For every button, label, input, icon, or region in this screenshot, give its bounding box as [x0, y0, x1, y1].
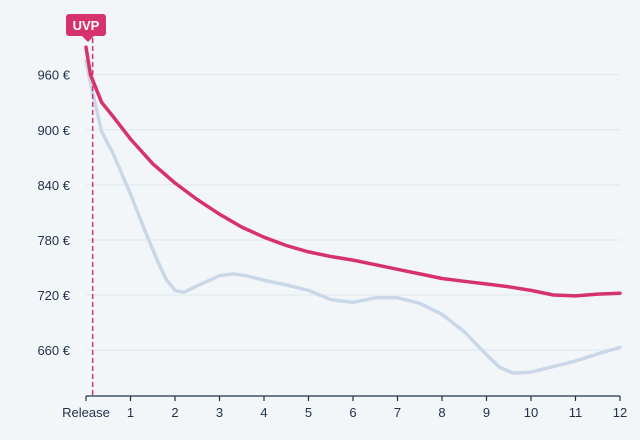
grid [86, 74, 620, 351]
uvp-marker: UVP [66, 14, 106, 396]
uvp-marker-label: UVP [73, 18, 100, 33]
uvp-marker-badge [66, 14, 106, 36]
y-tick-label: 780 € [37, 233, 70, 248]
x-tick-label: 8 [438, 405, 445, 420]
series-line-0 [84, 45, 622, 298]
y-tick-label: 840 € [37, 178, 70, 193]
x-axis: Release 1 2 3 4 5 6 7 8 9 10 11 12 [62, 395, 627, 420]
x-tick-label: 9 [483, 405, 490, 420]
series-group [84, 45, 622, 375]
x-tick-label: 1 [127, 405, 134, 420]
y-axis: 660 € 720 € 780 € 840 € 900 € 960 € [37, 68, 70, 358]
x-tick-label: 10 [524, 405, 538, 420]
x-tick-label: 7 [394, 405, 401, 420]
uvp-marker-pointer [82, 36, 94, 42]
x-tick-label: Release [62, 405, 110, 420]
series-line-1 [84, 59, 622, 375]
x-tick-label: 2 [171, 405, 178, 420]
x-tick-label: 5 [305, 405, 312, 420]
y-tick-label: 900 € [37, 123, 70, 138]
x-tick-label: 12 [613, 405, 627, 420]
y-tick-label: 720 € [37, 288, 70, 303]
x-tick-label: 11 [569, 405, 583, 420]
x-tick-label: 4 [260, 405, 267, 420]
x-tick-label: 6 [349, 405, 356, 420]
x-tick-label: 3 [216, 405, 223, 420]
y-tick-label: 660 € [37, 343, 70, 358]
y-tick-label: 960 € [37, 68, 70, 83]
